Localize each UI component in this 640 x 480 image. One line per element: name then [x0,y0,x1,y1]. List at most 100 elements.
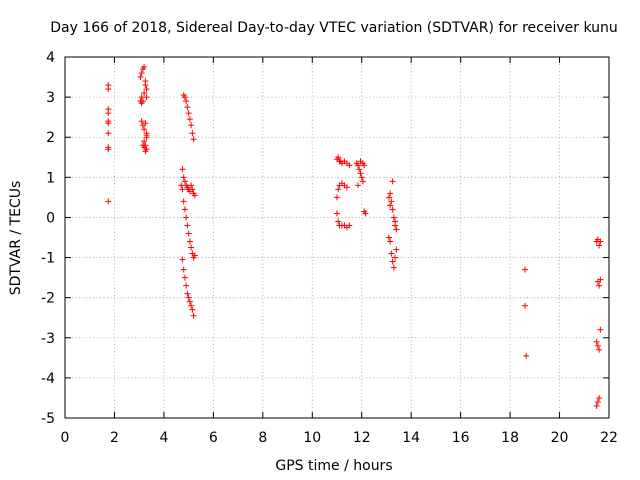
data-point [389,178,396,185]
data-point [137,74,144,81]
data-point [390,264,397,271]
data-point [523,352,530,359]
data-point [181,206,188,213]
data-point [521,266,528,273]
data-point [191,252,198,259]
data-point [389,258,396,265]
x-tick-label: 18 [501,430,519,446]
data-point [335,218,342,225]
data-point [389,206,396,213]
data-point [385,194,392,201]
data-point [105,146,112,153]
y-tick-label: -5 [41,411,55,427]
data-point [138,118,145,125]
data-point [393,226,400,233]
data-point [186,238,193,245]
data-point [521,302,528,309]
data-point [188,182,195,189]
data-point [184,222,191,229]
data-point [597,238,604,245]
data-point [141,126,148,133]
data-point [385,234,392,241]
data-point [355,182,362,189]
data-point [141,144,148,151]
data-point [335,186,342,193]
x-axis-label: GPS time / hours [275,458,392,474]
y-tick-label: 1 [46,170,55,186]
data-point [188,302,195,309]
x-tick-label: 22 [600,430,618,446]
data-point [597,326,604,333]
data-point [105,110,112,117]
data-point [185,294,192,301]
data-point [188,244,195,251]
data-point [388,198,395,205]
data-point [191,192,198,199]
data-point [142,120,149,127]
data-point [346,162,353,169]
y-tick-label: -4 [41,371,55,387]
data-point [597,276,604,283]
data-point [596,282,603,289]
data-point [190,136,197,143]
data-point [392,254,399,261]
y-tick-label: 2 [46,130,55,146]
data-point [143,86,150,93]
data-point [596,242,603,249]
data-point [183,282,190,289]
data-point [392,218,399,225]
data-point [179,256,186,263]
data-point [138,100,145,107]
data-point [105,130,112,137]
data-point [387,202,394,209]
data-point [594,342,601,349]
y-tick-label: -1 [41,251,55,267]
grid-lines [65,57,609,418]
data-point [181,274,188,281]
data-point [143,94,150,101]
data-point [186,116,193,123]
x-tick-label: 20 [551,430,569,446]
x-tick-label: 4 [159,430,168,446]
x-tick-label: 16 [452,430,470,446]
y-tick-label: 3 [46,90,55,106]
data-point [142,148,149,155]
data-point [334,194,340,201]
data-point [362,210,369,217]
data-point [180,198,187,205]
data-point [355,162,362,169]
data-point [186,298,193,305]
data-point [138,70,145,77]
data-point [594,398,601,405]
data-point [180,174,187,181]
y-tick-label: -3 [41,331,55,347]
data-point [189,186,196,193]
data-point [143,130,150,137]
data-point [596,346,603,353]
data-point [184,290,191,297]
x-tick-label: 0 [61,430,70,446]
data-point [335,154,342,161]
x-tick-label: 12 [353,430,371,446]
data-point [189,306,196,313]
data-point [346,222,353,229]
data-point [185,230,192,237]
x-tick-label: 2 [110,430,119,446]
y-tick-label: 0 [46,210,55,226]
data-point [393,246,400,253]
x-tick-label: 8 [258,430,267,446]
data-point [188,122,195,129]
data-point [593,338,600,345]
x-tick-label: 14 [402,430,420,446]
data-point [183,98,190,105]
data-point [184,104,191,111]
data-point [181,94,188,101]
data-point [359,160,366,167]
x-tick-label: 10 [303,430,321,446]
y-axis-label: SDTVAR / TECUs [8,181,24,296]
data-point [181,178,188,185]
data-points [105,64,604,409]
data-point [387,238,394,245]
